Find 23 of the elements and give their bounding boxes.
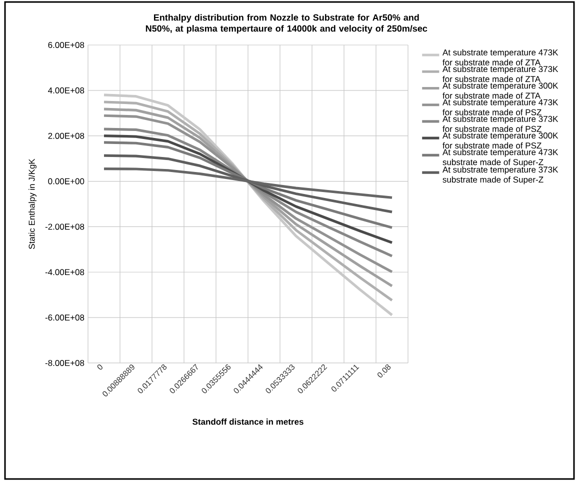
line-series — [102, 154, 394, 214]
y-tick-label: -4.00E+08 — [45, 269, 84, 276]
y-tick-label: 0.00E+00 — [48, 178, 84, 184]
y-tick-label: -8.00E+08 — [45, 360, 84, 366]
legend-label: At substrate temperature 473K for substrate made of PSZ — [442, 99, 558, 116]
y-tick-label: 4.00E+08 — [48, 87, 84, 94]
legend-label: At substrate temperature 473K for substrate made of ZTA — [442, 49, 558, 66]
legend-label: At substrate temperature 373K for substrate made of PSZ — [442, 116, 558, 132]
x-axis-title: Standoff distance in metres — [192, 418, 304, 425]
legend-label: At substrate temperature 373K for substrate made of ZTA — [442, 66, 558, 82]
x-tick-label: 0 — [97, 364, 102, 370]
legend-label: At substrate temperature 373K substrate made of Super-Z — [442, 166, 558, 184]
legend-label: At substrate temperature 300K for substrate made of ZTA — [442, 82, 558, 99]
y-axis-title: Static Enthalpy in J/KgK — [28, 158, 36, 249]
line-series — [102, 141, 394, 229]
y-tick-label: 2.00E+08 — [48, 132, 84, 139]
legend-label: At substrate temperature 473K substrate made of Super-Z — [442, 148, 558, 167]
y-tick-label: -2.00E+08 — [45, 224, 84, 230]
x-tick-label: 0.08 — [378, 364, 391, 378]
y-tick-label: -6.00E+08 — [45, 314, 84, 321]
legend-label: At substrate temperature 300K for substrate made of PSZ — [442, 132, 558, 149]
chart-title: Enthalpy distribution from Nozzle to Substrate for Ar50% and N50%, at plasma tempertaure of 14000k and velocity of 250m/sec — [146, 14, 428, 34]
y-tick-label: 6.00E+08 — [48, 42, 84, 48]
